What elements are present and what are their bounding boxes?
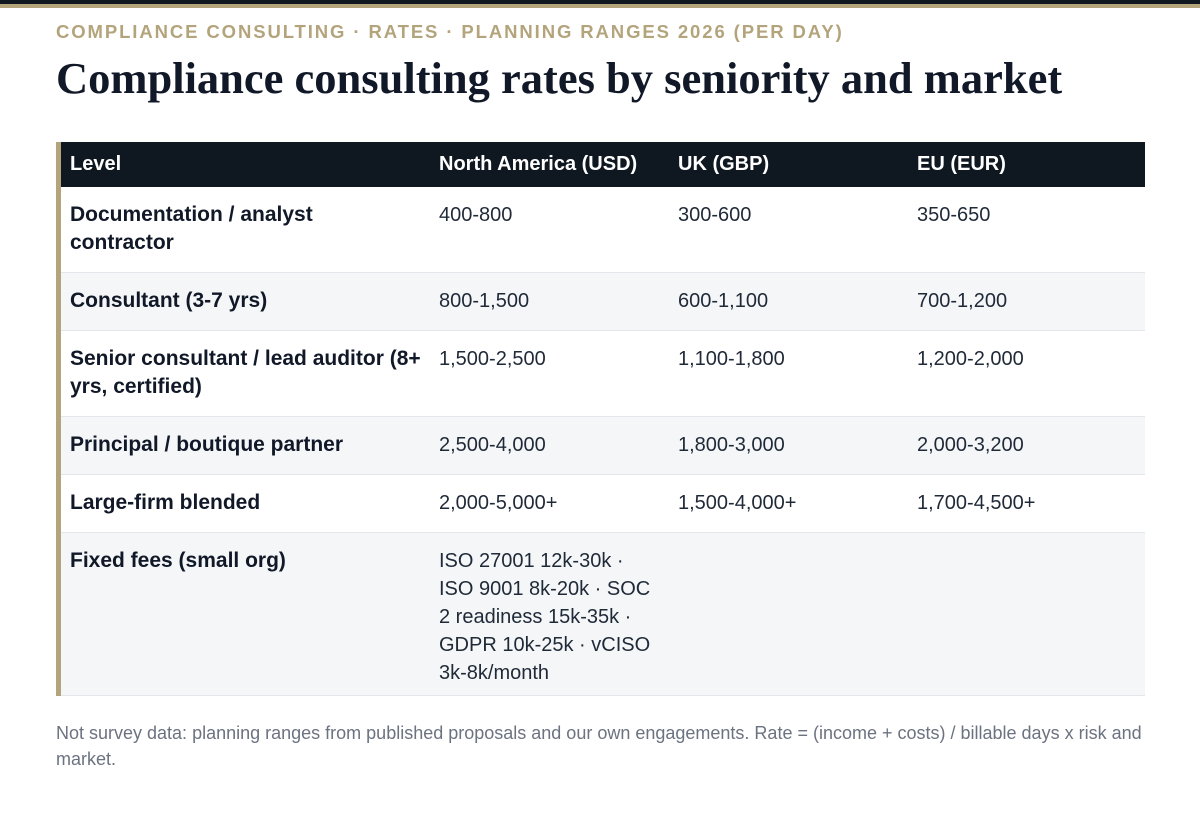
- table-row: Fixed fees (small org) ISO 27001 12k-30k…: [61, 532, 1145, 696]
- table-row: Principal / boutique partner 2,500-4,000…: [61, 416, 1145, 475]
- cell-eu: 700-1,200: [908, 272, 1145, 331]
- cell-fixed-fees: ISO 27001 12k-30k · ISO 9001 8k-20k · SO…: [430, 532, 669, 696]
- footnote: Not survey data: planning ranges from pu…: [56, 723, 1142, 769]
- cell-uk: 300-600: [669, 187, 908, 273]
- cell-eu: [908, 532, 1145, 696]
- top-rule-accent: [0, 4, 1200, 8]
- top-rule: [0, 0, 1200, 4]
- cell-north-america: 2,500-4,000: [430, 416, 669, 475]
- table-body: Documentation / analyst contractor 400-8…: [61, 187, 1145, 696]
- rates-table-container: Level North America (USD) UK (GBP) EU (E…: [56, 142, 1145, 696]
- cell-eu: 1,700-4,500+: [908, 474, 1145, 533]
- table-row: Consultant (3-7 yrs) 800-1,500 600-1,100…: [61, 272, 1145, 331]
- header-north-america: North America (USD): [430, 142, 669, 187]
- table-row: Large-firm blended 2,000-5,000+ 1,500-4,…: [61, 474, 1145, 533]
- cell-uk: 1,500-4,000+: [669, 474, 908, 533]
- header-level: Level: [61, 142, 430, 187]
- kicker: COMPLIANCE CONSULTING · RATES · PLANNING…: [56, 21, 844, 42]
- table-row: Senior consultant / lead auditor (8+ yrs…: [61, 330, 1145, 417]
- cell-level: Consultant (3-7 yrs): [61, 272, 430, 331]
- cell-uk: 600-1,100: [669, 272, 908, 331]
- table-header: Level North America (USD) UK (GBP) EU (E…: [61, 142, 1145, 187]
- cell-eu: 1,200-2,000: [908, 330, 1145, 417]
- page-title: Compliance consulting rates by seniority…: [56, 53, 1063, 103]
- header-eu: EU (EUR): [908, 142, 1145, 187]
- cell-north-america: 1,500-2,500: [430, 330, 669, 417]
- cell-level: Senior consultant / lead auditor (8+ yrs…: [61, 330, 430, 417]
- cell-north-america: 2,000-5,000+: [430, 474, 669, 533]
- cell-eu: 350-650: [908, 187, 1145, 273]
- cell-north-america: 800-1,500: [430, 272, 669, 331]
- cell-uk: 1,100-1,800: [669, 330, 908, 417]
- cell-level: Fixed fees (small org): [61, 532, 430, 696]
- cell-eu: 2,000-3,200: [908, 416, 1145, 475]
- cell-uk: 1,800-3,000: [669, 416, 908, 475]
- cell-level: Documentation / analyst contractor: [61, 187, 430, 273]
- header-uk: UK (GBP): [669, 142, 908, 187]
- header-row: Level North America (USD) UK (GBP) EU (E…: [61, 142, 1145, 187]
- cell-level: Large-firm blended: [61, 474, 430, 533]
- table-row: Documentation / analyst contractor 400-8…: [61, 187, 1145, 273]
- rates-table: Level North America (USD) UK (GBP) EU (E…: [61, 142, 1145, 696]
- cell-north-america: 400-800: [430, 187, 669, 273]
- cell-uk: [669, 532, 908, 696]
- cell-level: Principal / boutique partner: [61, 416, 430, 475]
